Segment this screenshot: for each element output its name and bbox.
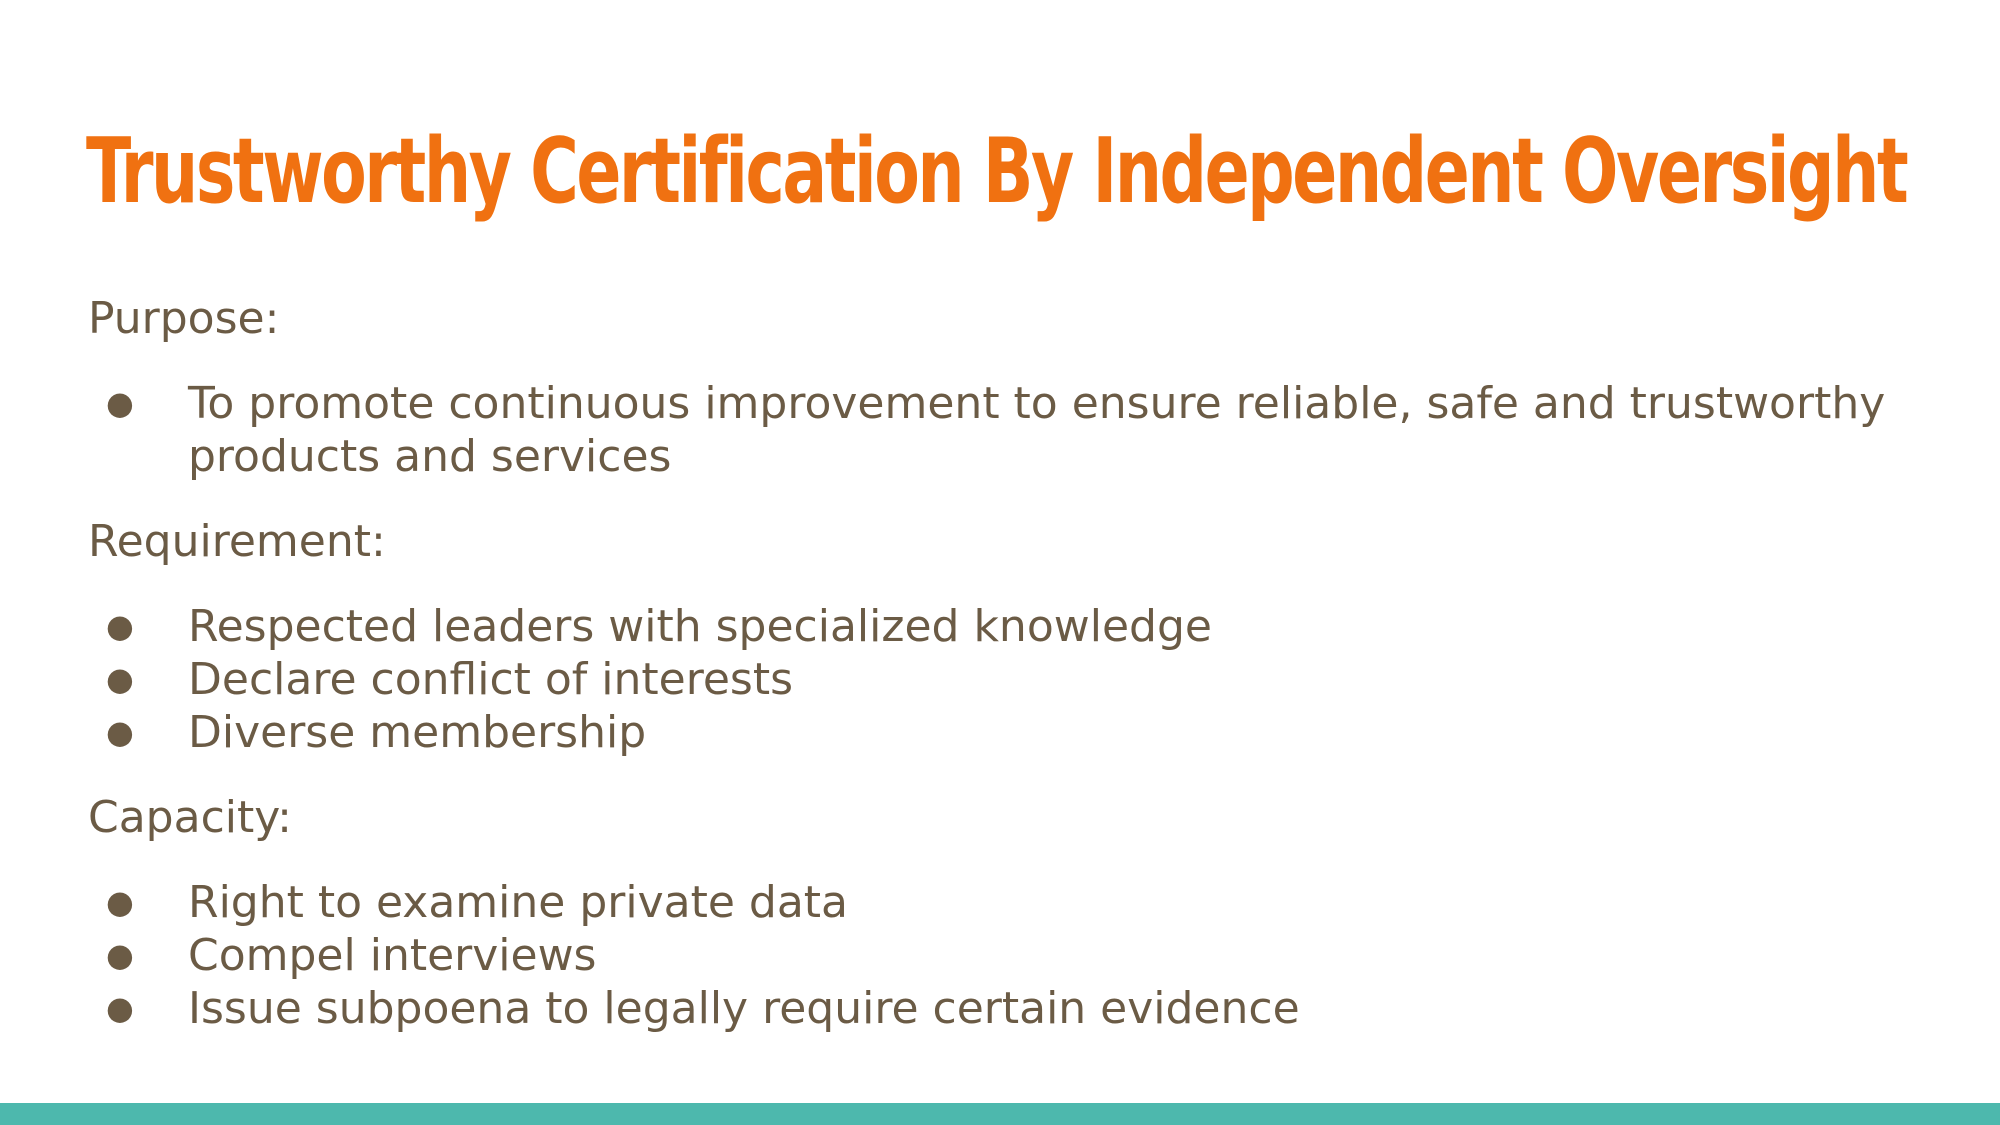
bullet-icon: ●	[106, 660, 134, 698]
bullet-icon: ●	[106, 713, 134, 751]
bullet-icon: ●	[106, 989, 134, 1027]
purpose-list: ● To promote continuous improvement to e…	[88, 377, 1918, 483]
list-item: ● Diverse membership	[88, 706, 1918, 759]
bullet-icon: ●	[106, 936, 134, 974]
slide-body: Purpose: ● To promote continuous improve…	[88, 292, 1918, 1067]
list-item: ● Declare conflict of interests	[88, 653, 1918, 706]
bullet-icon: ●	[106, 384, 134, 422]
list-item-text: Diverse membership	[188, 707, 647, 758]
bullet-icon: ●	[106, 607, 134, 645]
list-item: ● To promote continuous improvement to e…	[88, 377, 1918, 483]
requirement-list: ● Respected leaders with specialized kno…	[88, 600, 1918, 759]
list-item-text: Respected leaders with specialized knowl…	[188, 601, 1212, 652]
list-item: ● Right to examine private data	[88, 876, 1918, 929]
list-item-text: Declare conflict of interests	[188, 654, 793, 705]
section-heading-capacity: Capacity:	[88, 792, 292, 843]
slide-title: Trustworthy Certification By Independent…	[86, 119, 1909, 224]
list-item: ● Compel interviews	[88, 929, 1918, 982]
bullet-icon: ●	[106, 883, 134, 921]
footer-accent-bar	[0, 1103, 2000, 1125]
list-item: ● Respected leaders with specialized kno…	[88, 600, 1918, 653]
list-item-text: Right to examine private data	[188, 877, 848, 928]
list-item-text: Issue subpoena to legally require certai…	[188, 983, 1300, 1034]
capacity-list: ● Right to examine private data ● Compel…	[88, 876, 1918, 1035]
list-item-text: Compel interviews	[188, 930, 597, 981]
list-item: ● Issue subpoena to legally require cert…	[88, 982, 1918, 1035]
section-heading-requirement: Requirement:	[88, 516, 386, 567]
list-item-text: To promote continuous improvement to ens…	[188, 378, 1886, 482]
section-heading-purpose: Purpose:	[88, 293, 280, 344]
